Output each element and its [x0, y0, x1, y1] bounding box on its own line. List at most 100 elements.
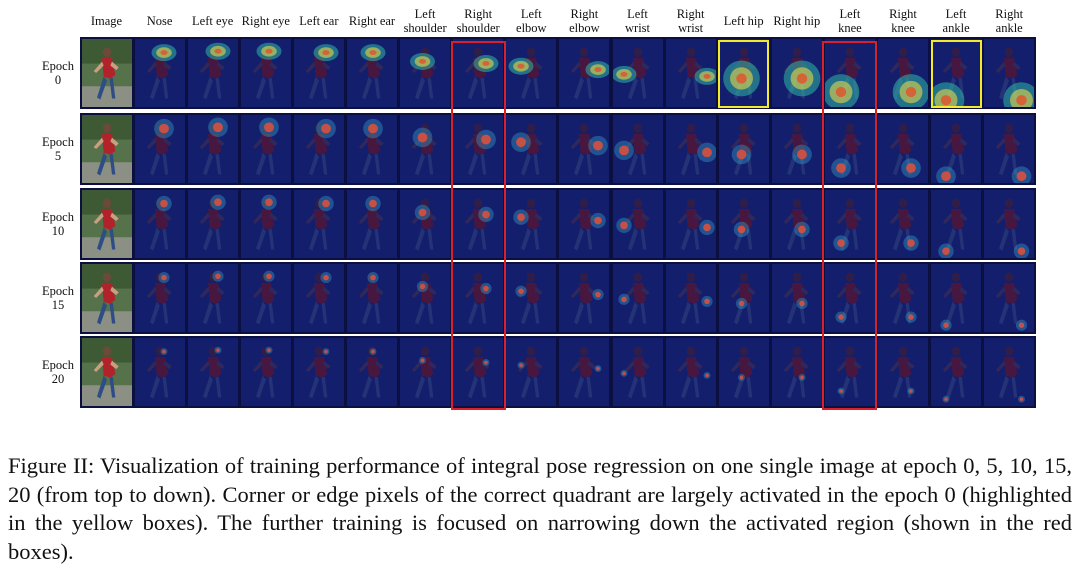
heatmap-right-knee [878, 190, 928, 258]
column-header-left-elbow: Left elbow [516, 7, 547, 35]
heatmap-right-ear [347, 264, 397, 332]
heatmap-left-shoulder [400, 264, 451, 332]
heatmap-right-ankle [984, 115, 1035, 183]
heatmap-right-ankle [984, 264, 1035, 332]
heatmap-right-elbow [559, 338, 610, 406]
row-label-epoch-20: Epoch 20 [42, 358, 74, 386]
heatmap-nose [134, 39, 185, 107]
heatmap-left-shoulder [400, 39, 451, 107]
heatmap-right-knee [878, 264, 928, 332]
heatmap-right-wrist [665, 190, 716, 258]
column-header-left-hip: Left hip [723, 14, 764, 28]
heatmap-right-wrist [665, 264, 716, 332]
heatmap-right-eye [240, 115, 291, 183]
heatmap-left-shoulder [400, 115, 451, 183]
input-image-thumbnail [81, 190, 132, 258]
heatmap-left-hip [718, 115, 769, 183]
column-header-left-knee: Left knee [838, 7, 862, 35]
input-image-thumbnail [81, 264, 132, 332]
heatmap-left-ankle [931, 264, 982, 332]
column-header-image: Image [90, 14, 123, 28]
column-header-right-ear: Right ear [348, 14, 396, 28]
heatmap-nose [134, 338, 185, 406]
heatmap-right-ear [347, 39, 397, 107]
column-header-right-eye: Right eye [241, 14, 290, 28]
row-label-epoch-0: Epoch 0 [42, 59, 74, 87]
heatmap-left-knee [824, 264, 875, 332]
heatmap-nose [134, 264, 185, 332]
heatmap-right-knee [878, 115, 928, 183]
heatmap-nose [134, 115, 185, 183]
heatmap-left-hip [718, 264, 769, 332]
heatmap-right-wrist [665, 338, 716, 406]
heatmap-left-ear [293, 190, 344, 258]
heatmap-left-elbow [506, 338, 557, 406]
heatmap-right-hip [771, 264, 822, 332]
heatmap-left-knee [824, 338, 875, 406]
heatmap-right-eye [240, 338, 291, 406]
column-header-left-ankle: Left ankle [942, 7, 970, 35]
heatmap-left-wrist [612, 338, 663, 406]
heatmap-right-shoulder [453, 115, 504, 183]
heatmap-left-knee [824, 190, 875, 258]
heatmap-left-knee [824, 115, 875, 183]
column-header-left-wrist: Left wrist [625, 7, 650, 35]
column-header-right-knee: Right knee [889, 7, 917, 35]
heatmap-left-hip [718, 39, 769, 107]
heatmap-right-shoulder [453, 264, 504, 332]
heatmap-left-eye [187, 264, 238, 332]
heatmap-right-ankle [984, 190, 1035, 258]
heatmap-right-hip [771, 338, 822, 406]
heatmap-right-elbow [559, 264, 610, 332]
heatmap-left-shoulder [400, 190, 451, 258]
heatmap-left-ear [293, 115, 344, 183]
heatmap-right-ankle [984, 39, 1035, 107]
heatmap-right-elbow [559, 190, 610, 258]
heatmap-left-wrist [612, 190, 663, 258]
heatmap-right-ear [347, 115, 397, 183]
column-header-left-ear: Left ear [299, 14, 339, 28]
heatmap-right-shoulder [453, 39, 504, 107]
column-header-right-elbow: Right elbow [569, 7, 600, 35]
heatmap-left-eye [187, 190, 238, 258]
heatmap-nose [134, 190, 185, 258]
heatmap-left-eye [187, 115, 238, 183]
column-header-nose: Nose [146, 14, 173, 28]
heatmap-right-hip [771, 115, 822, 183]
figure-caption: Figure II: Visualization of training per… [8, 453, 1072, 564]
column-header-right-wrist: Right wrist [676, 7, 705, 35]
heatmap-left-ankle [931, 115, 982, 183]
heatmap-right-hip [771, 39, 822, 107]
input-image-thumbnail [81, 338, 132, 406]
row-label-epoch-15: Epoch 15 [42, 284, 74, 312]
heatmap-left-ear [293, 338, 344, 406]
heatmap-left-hip [718, 190, 769, 258]
heatmap-right-shoulder [453, 338, 504, 406]
column-header-right-ankle: Right ankle [995, 7, 1024, 35]
heatmap-left-knee [824, 39, 875, 107]
heatmap-left-eye [187, 338, 238, 406]
heatmap-right-hip [771, 190, 822, 258]
heatmap-left-wrist [612, 264, 663, 332]
heatmap-right-eye [240, 264, 291, 332]
heatmap-right-wrist [665, 115, 716, 183]
row-label-epoch-5: Epoch 5 [42, 135, 74, 163]
heatmap-right-ear [347, 338, 397, 406]
heatmap-right-eye [240, 190, 291, 258]
heatmap-right-knee [878, 338, 928, 406]
heatmap-left-elbow [506, 115, 557, 183]
column-header-right-hip: Right hip [773, 14, 821, 28]
figure-panel: Image Nose Left eye Right eye Left ear Right … [42, 7, 1036, 410]
input-image-thumbnail [81, 39, 132, 107]
heatmap-left-elbow [506, 190, 557, 258]
row-label-epoch-10: Epoch 10 [42, 210, 74, 238]
heatmap-left-eye [187, 39, 238, 107]
heatmap-right-elbow [559, 39, 610, 107]
heatmap-right-knee [878, 39, 928, 107]
input-image-thumbnail [81, 115, 132, 183]
heatmap-left-wrist [612, 115, 663, 183]
heatmap-left-elbow [506, 39, 557, 107]
heatmap-left-ear [293, 39, 344, 107]
heatmap-left-elbow [506, 264, 557, 332]
heatmap-left-ankle [931, 39, 982, 107]
